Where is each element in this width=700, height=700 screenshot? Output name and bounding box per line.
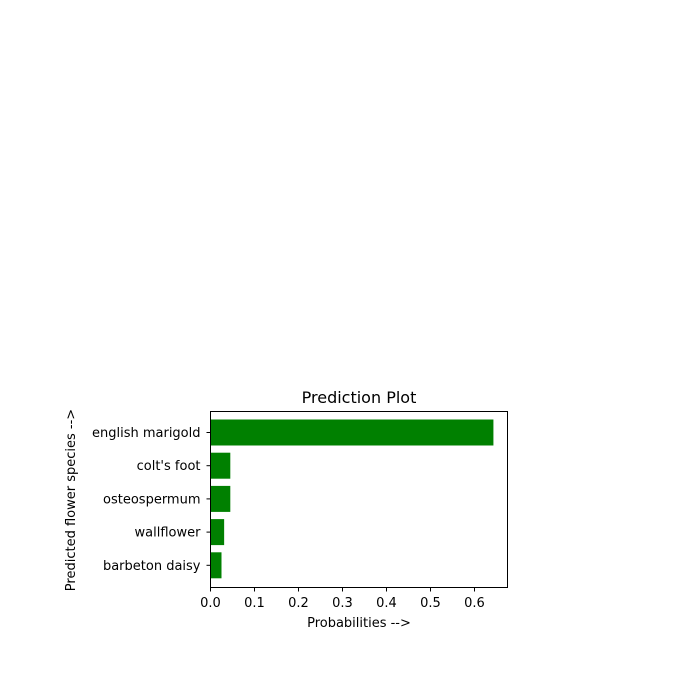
x-tick-label: 0.0 [200, 596, 221, 611]
y-axis-ticks: english marigold colt's foot osteospermum w… [92, 426, 211, 574]
y-tick-label: osteospermum [103, 492, 200, 507]
bar-barbeton-daisy [210, 552, 222, 579]
bar-wallflower [210, 519, 225, 546]
x-tick-label: 0.2 [288, 596, 309, 611]
y-axis-label: Predicted flower species --> [64, 409, 79, 591]
chart-title: Prediction Plot [302, 388, 417, 407]
x-tick-label: 0.3 [332, 596, 353, 611]
plot-frame [210, 411, 508, 588]
x-axis-label: Probabilities --> [307, 616, 411, 631]
y-tick-label: wallflower [135, 526, 202, 541]
x-tick-label: 0.1 [244, 596, 265, 611]
x-tick-label: 0.6 [464, 596, 485, 611]
x-tick-label: 0.5 [420, 596, 441, 611]
bar-english-marigold [210, 419, 494, 446]
bar-osteospermum [210, 485, 231, 512]
bar-colt-s-foot [210, 452, 231, 479]
y-tick-label: english marigold [92, 426, 201, 441]
y-tick-label: barbeton daisy [103, 559, 201, 574]
x-axis-ticks: 0.0 0.1 0.2 0.3 0.4 0.5 0.6 [200, 587, 485, 611]
x-tick-label: 0.4 [376, 596, 397, 611]
y-tick-label: colt's foot [137, 459, 201, 474]
bars-group [210, 419, 494, 579]
